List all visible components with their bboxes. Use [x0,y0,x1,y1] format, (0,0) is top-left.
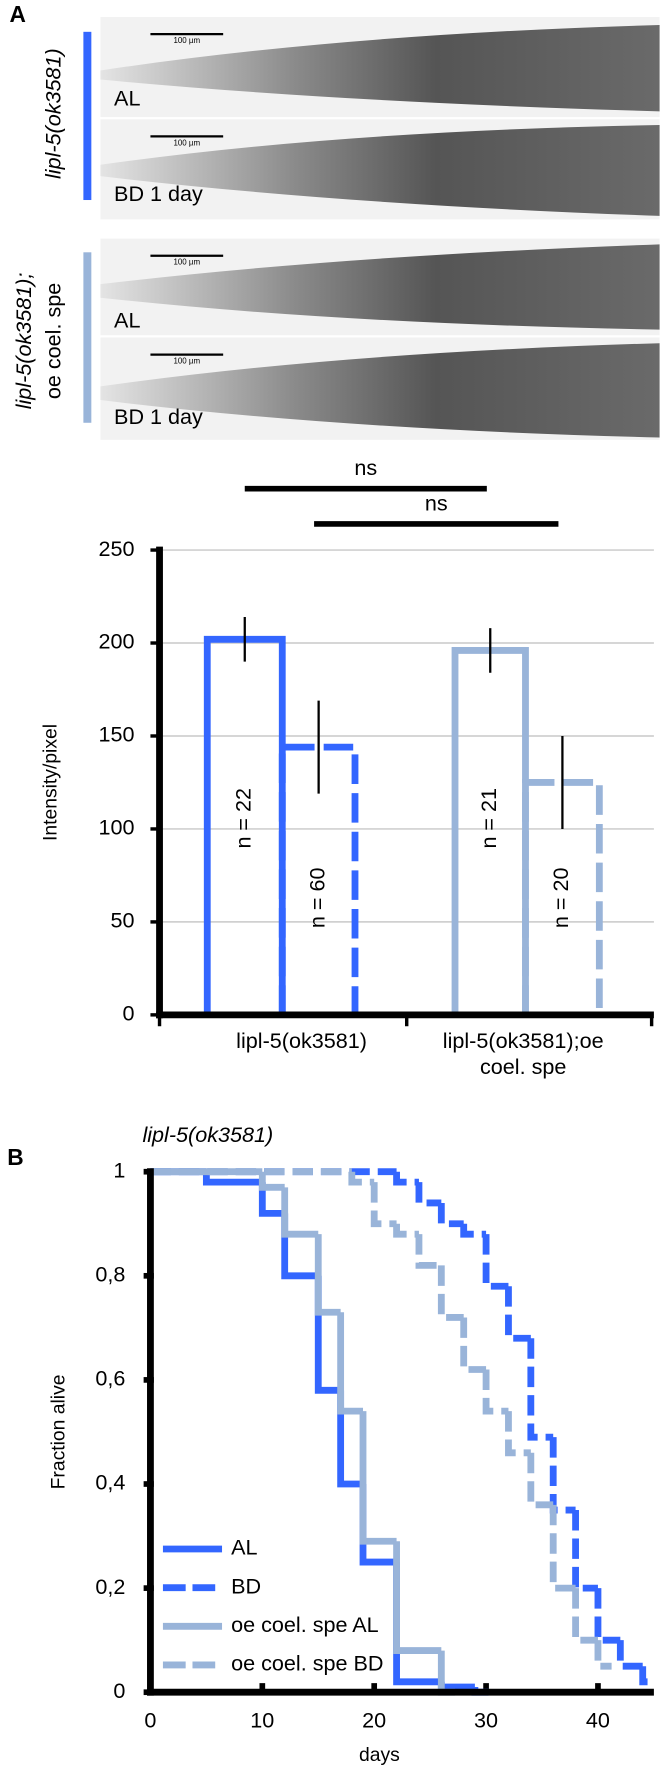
significance-label: ns [425,490,448,515]
y-tick-label: 0,6 [95,1366,125,1391]
survival-step [370,1182,397,1228]
survival-step [549,1437,576,1514]
y-tick-label: 1 [113,1157,125,1182]
worm-image [100,343,660,438]
y-tick-label: 250 [99,536,135,561]
survival-step [415,1234,442,1269]
survival-step [482,1234,509,1290]
x-category: lipl-5(ok3581) [236,1029,368,1054]
survival-step [437,1681,475,1691]
y-tick-label: 0,4 [95,1470,125,1495]
group-bar [83,252,92,423]
image-label: BD 1 day [114,404,203,429]
y-tick-label: 100 [99,815,135,840]
survival-step [337,1312,364,1415]
group-label: lipl-5(ok3581) [41,48,66,179]
survival-step [482,1369,509,1415]
x-tick-label: 40 [586,1707,610,1732]
bar [278,743,359,1015]
x-axis-label: days [359,1745,400,1766]
survival-step [594,1588,621,1644]
scale-bar-label: 100 µm [173,356,200,365]
n-label: n = 60 [304,868,329,929]
survival-step [281,1187,319,1238]
legend-label: oe coel. spe BD [231,1651,383,1676]
survival-step [337,1390,364,1488]
x-tick-label: lipl-5(ok3581) [236,1029,368,1054]
survival-step [572,1588,598,1644]
worm-image [100,25,660,112]
n-label: n = 21 [476,788,501,849]
scale-bar-label: 100 µm [173,36,200,45]
survival-step [359,1411,397,1545]
panel-label: A [10,1,26,27]
y-tick-label: 50 [111,908,135,933]
survival-step [505,1411,531,1457]
survival-step [258,1171,285,1191]
y-tick-label: 0,2 [95,1574,125,1599]
legend-label: BD [231,1573,261,1598]
y-tick-label: 0 [113,1678,125,1703]
survival-step [572,1510,598,1592]
scale-bar-label: 100 µm [173,138,200,147]
survival-step [460,1317,487,1373]
x-category: lipl-5(ok3581);oe coel. spe [442,1029,604,1080]
survival-step [359,1484,397,1566]
significance-label: ns [354,455,377,480]
worm-image [100,125,660,216]
worm-image [100,244,660,330]
legend-label: AL [231,1535,257,1560]
group-bar [83,31,92,201]
y-tick-label: 200 [99,629,135,654]
image-label: AL [114,86,140,111]
survival-step [314,1234,341,1316]
survival-step [527,1452,554,1509]
survival-step [393,1223,419,1238]
image-label: AL [114,307,140,332]
legend-label: oe coel. spe AL [231,1612,379,1637]
n-label: n = 22 [230,788,255,849]
survival-step [393,1562,442,1686]
x-tick-label: lipl-5(ok3581);oe coel. spe [442,1029,604,1080]
survival-step [437,1265,464,1321]
y-tick-label: 0,8 [95,1262,125,1287]
survival-step [639,1666,654,1686]
survival-step [527,1338,554,1441]
survival-step [348,1171,375,1186]
bar [522,779,603,1015]
survival-step [594,1640,612,1670]
x-tick-label: 20 [362,1707,386,1732]
scale-bar-label: 100 µm [173,258,200,267]
y-tick-label: 150 [99,722,135,747]
y-tick-label: 0 [123,1001,135,1026]
micrographs [83,17,660,440]
y-axis-label: Fraction alive [49,1375,70,1490]
survival-step [505,1286,531,1342]
image-label: BD 1 day [114,181,203,206]
panel-label: B [7,1144,23,1170]
survival-step [393,1541,442,1654]
x-tick-label: 30 [474,1707,498,1732]
x-tick-label: 10 [250,1707,274,1732]
group-label: lipl-5(ok3581); [11,273,36,410]
survival-step [258,1182,285,1217]
n-label: n = 20 [548,868,573,929]
survival-step [616,1640,643,1670]
survival-step [202,1171,263,1186]
survival-step [415,1182,442,1207]
x-tick-label: 0 [144,1707,156,1732]
survival-step [549,1504,576,1592]
group-label: oe coel. spe [41,283,66,399]
y-axis-label: Intensity/pixel [41,724,62,841]
survival-step [437,1202,464,1228]
chart-title: lipl-5(ok3581) [142,1122,273,1147]
survival-step [393,1171,419,1186]
survival-step [281,1213,319,1280]
survival-step [460,1223,487,1238]
